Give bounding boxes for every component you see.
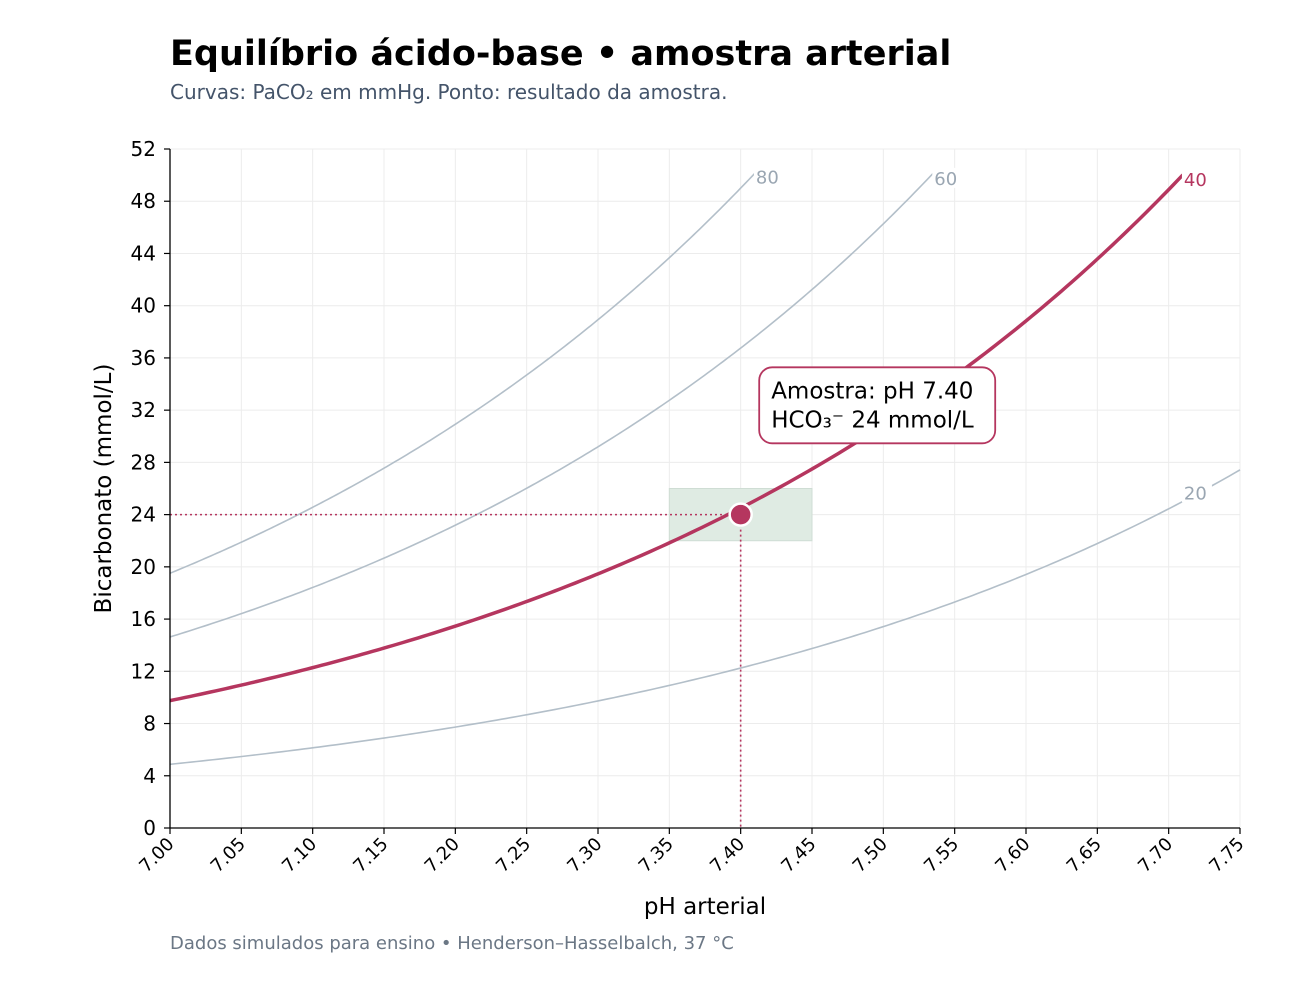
y-tick-label: 16 [131, 607, 156, 631]
annotation-box [758, 366, 997, 445]
y-tick-label: 24 [131, 503, 156, 527]
y-tick-label: 44 [131, 241, 156, 265]
chart-title: Equilíbrio ácido-base • amostra arterial [170, 34, 952, 74]
y-tick-label: 4 [143, 764, 156, 788]
footer-note: Dados simulados para ensino • Henderson–… [170, 933, 734, 954]
y-tick-label: 48 [131, 189, 156, 213]
pco2-curves: 80 60 40 20 [169, 166, 1241, 766]
x-tick-label: 7.40 [706, 834, 749, 877]
curve-pco2-20 [169, 469, 1241, 766]
curve-label-bg [932, 167, 963, 188]
curve-pco2-40 [169, 173, 1185, 703]
sample-annotation: Amostra: pH 7.40 HCO₃⁻ 24 mmol/L [758, 366, 997, 445]
chart-subtitle: Curvas: PaCO₂ em mmHg. Ponto: resultado … [170, 80, 728, 104]
x-tick-label: 7.00 [135, 834, 178, 877]
curve-label-20: 20 [1184, 483, 1207, 504]
y-tick-label: 20 [131, 555, 156, 579]
y-tick-label: 0 [143, 816, 156, 840]
curve-pco2-60 [169, 172, 934, 638]
y-tick-label: 52 [131, 137, 156, 161]
curve-label-bg [1181, 482, 1212, 503]
annotation-line-1: Amostra: pH 7.40 [771, 378, 973, 404]
y-tick-label: 36 [131, 346, 156, 370]
x-tick-label: 7.70 [1134, 834, 1177, 877]
x-tick-label: 7.45 [777, 834, 820, 877]
y-axis-label: Bicarbonato (mmol/L) [91, 364, 117, 614]
x-tick-label: 7.05 [207, 834, 250, 877]
y-tick-label: 40 [131, 294, 156, 318]
curve-label-60: 60 [934, 169, 957, 190]
x-tick-label: 7.65 [1063, 834, 1106, 877]
curve-pco2-80 [169, 172, 756, 574]
y-tick-label: 32 [131, 398, 156, 422]
x-tick-label: 7.20 [421, 834, 464, 877]
x-tick-label: 7.55 [920, 834, 963, 877]
x-tick-label: 7.50 [849, 834, 892, 877]
x-tick-label: 7.30 [563, 834, 606, 877]
x-tick-label: 7.35 [635, 834, 678, 877]
x-tick-label: 7.10 [278, 834, 321, 877]
x-tick-label: 7.75 [1205, 834, 1248, 877]
x-tick-label: 7.60 [991, 834, 1034, 877]
y-tick-label: 12 [131, 659, 156, 683]
y-tick-label: 8 [143, 712, 156, 736]
x-axis-label: pH arterial [644, 894, 766, 920]
x-tick-label: 7.15 [349, 834, 392, 877]
y-tick-label: 28 [131, 450, 156, 474]
sample-point[interactable] [728, 502, 753, 527]
curve-label-40: 40 [1184, 170, 1207, 191]
x-tick-label: 7.25 [492, 834, 535, 877]
annotation-line-2: HCO₃⁻ 24 mmol/L [771, 407, 974, 433]
curve-label-80: 80 [756, 168, 779, 189]
curve-label-bg [753, 166, 784, 187]
curve-label-bg [1181, 169, 1212, 190]
